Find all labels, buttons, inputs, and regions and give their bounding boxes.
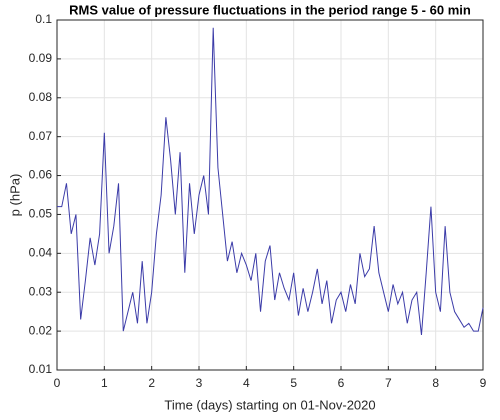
x-tick-label: 5 — [290, 376, 297, 390]
y-tick-label: 0.06 — [29, 168, 53, 182]
y-tick-label: 0.05 — [29, 207, 53, 221]
y-tick-label: 0.1 — [35, 12, 52, 26]
x-tick-label: 2 — [148, 376, 155, 390]
x-tick-label: 7 — [385, 376, 392, 390]
x-axis-label: Time (days) starting on 01-Nov-2020 — [164, 397, 375, 412]
x-tick-label: 1 — [101, 376, 108, 390]
plot-frame — [56, 19, 484, 371]
x-tick-label: 4 — [243, 376, 250, 390]
y-tick-label: 0.07 — [29, 129, 53, 143]
x-tick-label: 0 — [54, 376, 61, 390]
x-tick-label: 9 — [480, 376, 487, 390]
chart-title: RMS value of pressure fluctuations in th… — [69, 2, 471, 17]
y-axis-label: p (hPa) — [7, 174, 22, 217]
x-tick-label: 8 — [432, 376, 439, 390]
y-tick-label: 0.01 — [29, 362, 53, 376]
y-tick-label: 0.03 — [29, 284, 53, 298]
y-tick-label: 0.08 — [29, 90, 53, 104]
y-tick-label: 0.09 — [29, 51, 53, 65]
y-tick-label: 0.02 — [29, 323, 53, 337]
data-line — [57, 27, 484, 336]
x-tick-label: 6 — [338, 376, 345, 390]
x-tick-label: 3 — [196, 376, 203, 390]
y-tick-label: 0.04 — [29, 246, 53, 260]
